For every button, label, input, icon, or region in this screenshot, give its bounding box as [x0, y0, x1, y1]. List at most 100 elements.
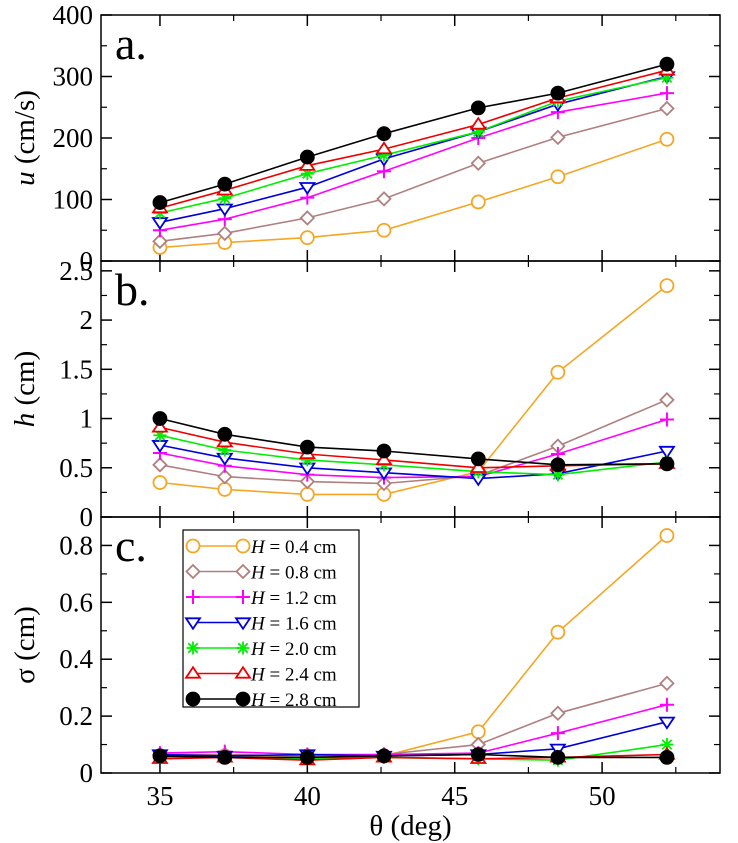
data-point: [299, 439, 315, 455]
data-point: [469, 116, 487, 130]
legend-label: H = 0.4 cm: [250, 537, 337, 558]
data-point: [550, 364, 566, 380]
legend-marker: [235, 691, 251, 707]
data-point: [376, 126, 392, 142]
series-line: [159, 418, 668, 479]
data-point: [470, 451, 486, 467]
data-point: [550, 85, 566, 101]
legend-label: H = 2.8 cm: [250, 690, 337, 711]
legend-marker: [184, 665, 202, 679]
series-line: [159, 417, 667, 466]
plot-frame: [100, 516, 721, 774]
series-12: [152, 86, 674, 238]
data-point: [550, 749, 566, 765]
legend-value: = 0.8 cm: [265, 563, 337, 584]
data-point: [659, 100, 675, 117]
legend-entry: H = 2.0 cm: [186, 639, 337, 660]
data-point: [151, 217, 169, 231]
data-point: [658, 716, 676, 730]
legend-var: H: [250, 639, 266, 660]
series-16: [151, 71, 676, 231]
data-point: [151, 419, 169, 433]
data-point: [300, 167, 314, 181]
x-tick-label: 45: [441, 781, 468, 811]
legend-marker: [185, 691, 201, 707]
data-point: [299, 149, 315, 165]
legend-value: = 0.4 cm: [265, 537, 337, 558]
series-line: [159, 76, 668, 214]
legend-marker: [186, 641, 200, 655]
y-axis-unit: (cm): [9, 351, 41, 413]
data-point: [659, 749, 675, 765]
series-line: [159, 434, 667, 476]
data-point: [217, 482, 233, 497]
data-point: [218, 191, 232, 205]
data-point: [660, 738, 674, 752]
y-tick-label: 0.4: [59, 644, 93, 674]
data-point: [550, 129, 566, 146]
data-point: [152, 195, 168, 210]
legend-var: H: [250, 563, 266, 584]
y-tick-label: 0: [80, 502, 94, 532]
data-point: [152, 475, 168, 490]
x-axis-title: θ (deg): [369, 810, 451, 842]
data-point: [659, 56, 675, 72]
y-tick-label: 1: [80, 404, 94, 434]
y-axis-title: σ (cm): [9, 606, 41, 684]
x-tick-label: 40: [294, 781, 321, 811]
data-point: [659, 131, 675, 147]
legend-marker: [184, 617, 202, 631]
y-tick-label: 2: [80, 305, 94, 335]
y-axis-title: u (cm/s): [9, 90, 41, 186]
data-point: [659, 528, 675, 543]
data-point: [376, 191, 392, 207]
data-point: [550, 624, 566, 640]
legend-var: H: [250, 665, 266, 686]
data-point: [152, 233, 168, 250]
data-point: [469, 459, 487, 473]
panel-label: b.: [115, 264, 150, 315]
data-point: [299, 230, 315, 246]
legend-marker: [236, 590, 250, 604]
legend-var: H: [250, 690, 266, 711]
data-point: [217, 468, 233, 485]
data-point: [298, 182, 317, 196]
legend-marker: [234, 665, 252, 679]
series-line: [159, 92, 668, 232]
legend: H = 0.4 cmH = 0.8 cmH = 1.2 cmH = 1.6 cm…: [182, 529, 360, 711]
data-point: [377, 148, 391, 162]
series-20: [153, 71, 674, 220]
legend-entry: H = 0.8 cm: [185, 563, 337, 584]
data-point: [153, 428, 167, 442]
data-point: [470, 194, 486, 210]
y-axis-var: u: [9, 171, 41, 186]
data-point: [376, 443, 392, 459]
data-point: [152, 411, 168, 426]
legend-label: H = 1.6 cm: [250, 614, 337, 635]
data-point: [550, 726, 565, 741]
legend-label: H = 1.2 cm: [250, 588, 337, 609]
series-08: [152, 100, 675, 250]
legend-value: = 2.0 cm: [265, 639, 337, 660]
data-point: [300, 453, 314, 467]
data-point: [299, 486, 315, 502]
series-line: [159, 703, 668, 756]
y-tick-label: 0.2: [59, 701, 93, 731]
data-point: [659, 697, 674, 712]
legend-marker: [236, 641, 250, 655]
y-axis-unit: (cm): [9, 606, 41, 668]
data-point: [299, 749, 315, 765]
legend-entry: H = 2.8 cm: [185, 690, 337, 711]
legend-entry: H = 1.2 cm: [186, 588, 337, 609]
panel-label: c.: [115, 520, 147, 571]
data-point: [659, 392, 675, 408]
legend-label: H = 2.0 cm: [250, 639, 337, 660]
legend-value: = 1.2 cm: [265, 588, 337, 609]
data-point: [470, 100, 486, 116]
data-point: [152, 748, 168, 764]
data-point: [217, 749, 233, 765]
data-point: [550, 457, 566, 473]
legend-entry: H = 1.6 cm: [184, 614, 337, 635]
series-line: [159, 63, 668, 204]
